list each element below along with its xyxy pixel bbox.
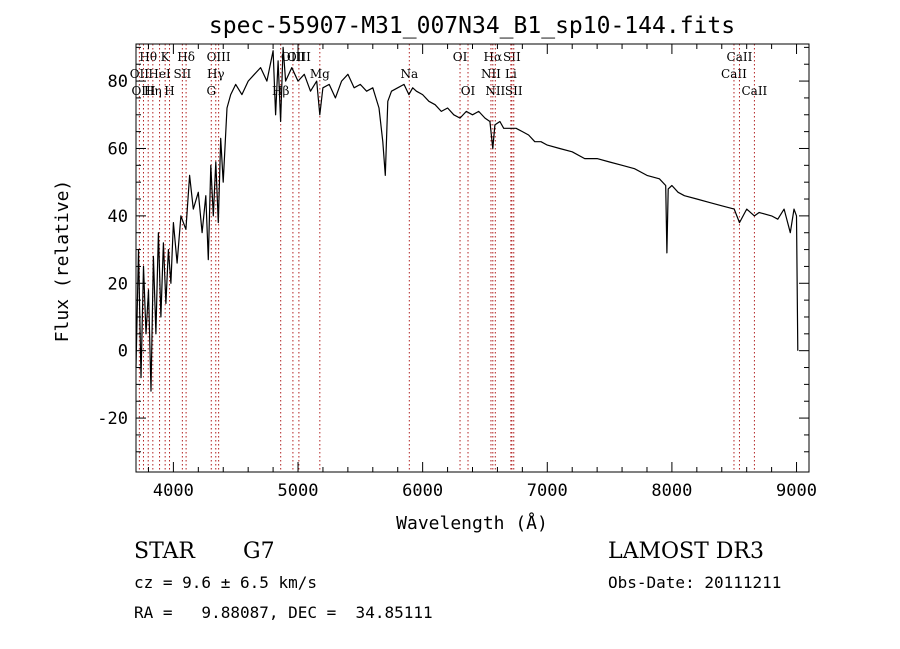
spectral-line-label: OIII (207, 50, 231, 64)
spectrum-line (135, 46, 799, 392)
x-tick-label: 8000 (651, 481, 692, 501)
spectral-line-label: OI (453, 50, 468, 64)
redshift-readout: cz = 9.6 ± 6.5 km/s (134, 573, 318, 592)
x-tick-label: 9000 (776, 481, 817, 501)
spectral-line-label: CaII (721, 67, 747, 81)
plot-area (135, 46, 799, 392)
y-tick-label: 0 (118, 342, 128, 362)
spectral-line-label: CaII (727, 50, 753, 64)
x-tick-label: 6000 (402, 481, 443, 501)
spectral-line-label: OII (130, 67, 150, 81)
coordinates: RA = 9.88087, DEC = 34.85111 (134, 603, 433, 622)
spectral-line-label: SII (174, 67, 192, 81)
plot-frame (135, 43, 810, 473)
y-tick-label: 60 (108, 139, 128, 159)
x-axis-label: Wavelength (Å) (396, 512, 548, 534)
y-tick-label: -20 (97, 409, 128, 429)
spectral-line-label: CaII (741, 84, 767, 98)
spectral-line-label: Hδ (177, 50, 195, 64)
spectral-line-label: SII (505, 84, 523, 98)
x-tick-label: 5000 (278, 481, 319, 501)
x-tick-label: 4000 (153, 481, 194, 501)
spectral-line-label: NII (481, 67, 501, 81)
spectral-line-label: H (164, 84, 174, 98)
spectral-line-label: G (206, 84, 216, 98)
spectral-line-label: Li (505, 67, 517, 81)
spectral-line-label: Na (400, 67, 418, 81)
spectral-line-label: NII (485, 84, 505, 98)
y-axis-label: Flux (relative) (52, 180, 73, 343)
spectral-line-label: K (161, 50, 171, 64)
spectral-line-label: OIII (131, 84, 155, 98)
spectral-line-label: Hα (484, 50, 503, 64)
object-class: STAR (134, 539, 195, 564)
x-tick-label: 7000 (527, 481, 568, 501)
spectral-line-label: SII (503, 50, 521, 64)
spectral-line-label: HeI (148, 67, 171, 81)
y-tick-label: 40 (108, 207, 128, 227)
axes: 4000 5000 6000 7000 8000 9000 -20 0 20 40 60 80 (97, 43, 817, 501)
y-tick-label: 80 (108, 72, 128, 92)
chart-title: spec-55907-M31_007N34_B1_sp10-144.fits (209, 13, 735, 39)
spectral-line-label: Mg (310, 67, 330, 81)
y-tick-label: 20 (108, 274, 128, 294)
spectral-line-label: Hη (144, 84, 162, 98)
obs-date: Obs-Date: 20111211 (608, 573, 782, 592)
spectral-line-label: OI (461, 84, 476, 98)
spectral-line-label: Hθ (139, 50, 157, 64)
object-subclass: G7 (243, 539, 275, 564)
spectral-line-label: Hγ (207, 67, 225, 81)
spectral-line-label: OIII (287, 50, 311, 64)
survey-name: LAMOST DR3 (608, 539, 764, 564)
